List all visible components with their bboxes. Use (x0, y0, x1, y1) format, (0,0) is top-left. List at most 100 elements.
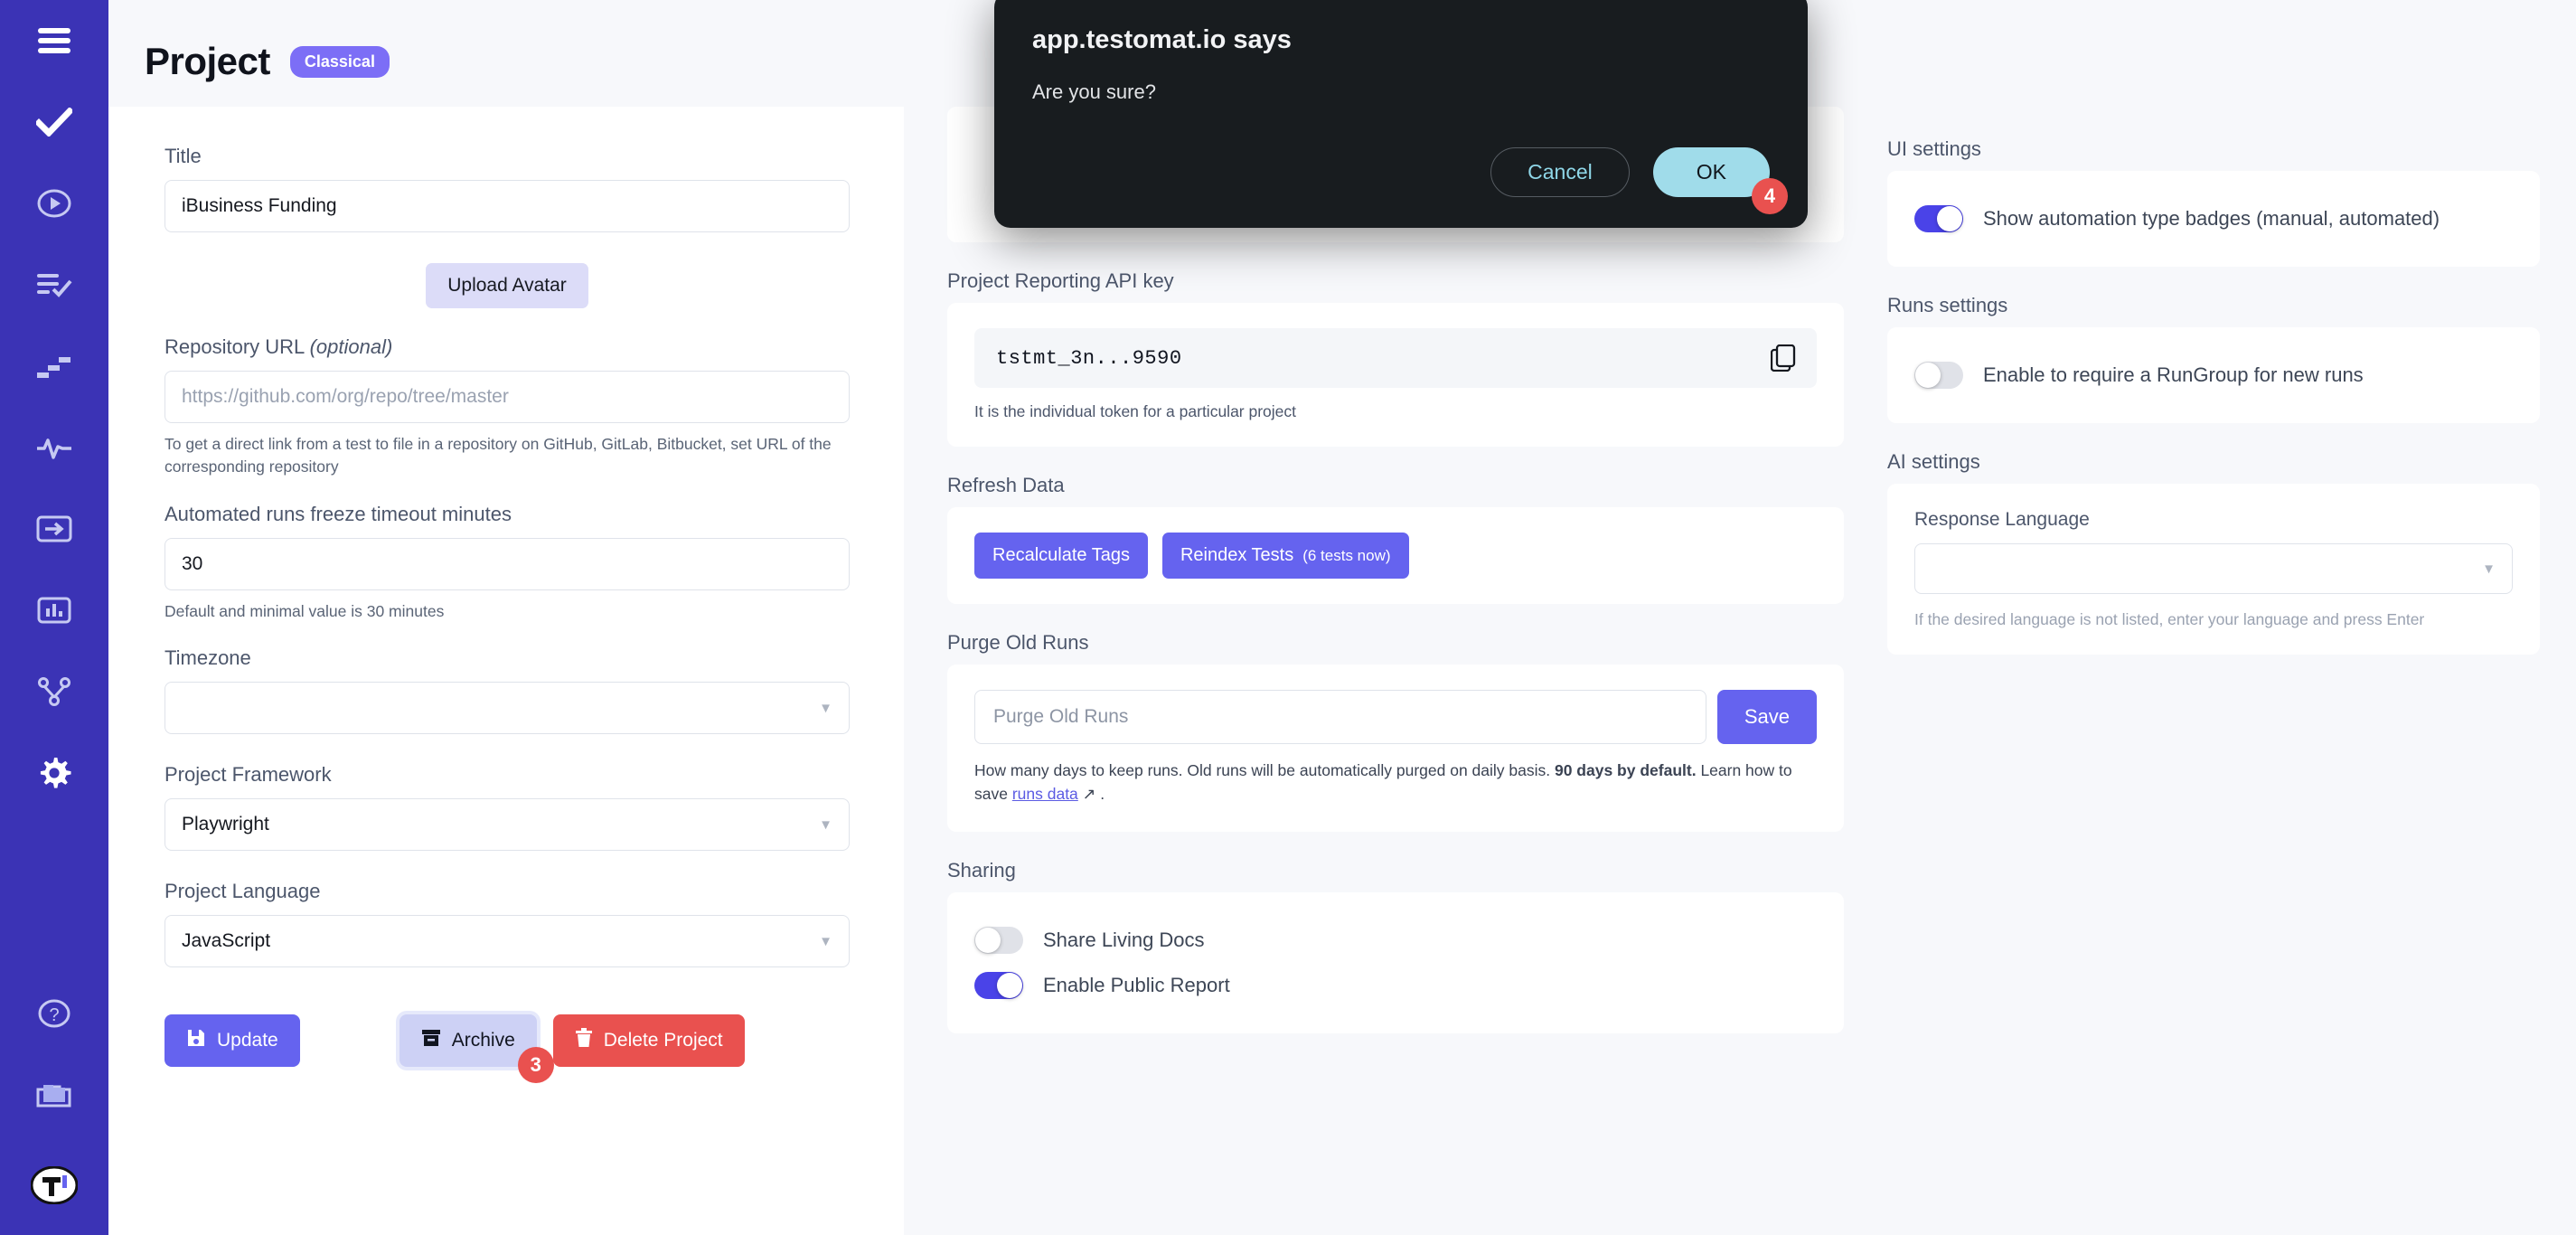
language-select[interactable]: JavaScript ▼ (165, 915, 850, 968)
delete-project-button[interactable]: Delete Project (552, 1014, 745, 1068)
recalculate-tags-button[interactable]: Recalculate Tags (974, 533, 1148, 579)
freeze-hint: Default and minimal value is 30 minutes (165, 601, 445, 620)
logo-icon[interactable] (0, 1136, 108, 1235)
share-living-docs-row: Share Living Docs (974, 918, 1817, 963)
reindex-tests-label: Reindex Tests (1180, 545, 1294, 565)
ai-language-hint: If the desired language is not listed, e… (1914, 610, 2425, 628)
dialog-ok-button[interactable]: OK 4 (1652, 147, 1788, 214)
check-icon[interactable] (0, 81, 108, 163)
refresh-data-card: Recalculate Tags Reindex Tests (6 tests … (947, 507, 1844, 604)
dialog-cancel-button[interactable]: Cancel (1490, 147, 1630, 197)
copy-icon[interactable] (1750, 328, 1817, 388)
purge-hint-b: 90 days by default. (1554, 761, 1697, 779)
refresh-section-label: Refresh Data (947, 474, 1065, 496)
pulse-icon[interactable] (0, 407, 108, 488)
freeze-label: Automated runs freeze timeout minutes (165, 502, 512, 525)
timezone-field-group: Timezone ▼ (165, 646, 850, 758)
delete-label: Delete Project (603, 1030, 723, 1051)
branch-icon[interactable] (0, 651, 108, 732)
runs-settings-label: Runs settings (1887, 294, 2008, 316)
dialog-message: Are you sure? (1032, 80, 1156, 103)
toggle-knob (997, 972, 1022, 998)
gear-icon[interactable] (0, 732, 108, 814)
main-content: Project Classical Title iBusiness Fundin… (108, 0, 2576, 1235)
title-field-group: Title iBusiness Funding (165, 145, 850, 232)
automation-badges-toggle[interactable] (1914, 205, 1963, 232)
chevron-down-icon: ▼ (819, 933, 832, 949)
hamburger-menu-icon[interactable] (0, 0, 108, 81)
reindex-tests-count: (6 tests now) (1302, 547, 1391, 564)
response-language-label: Response Language (1914, 509, 2090, 530)
project-details-card: Title iBusiness Funding Upload Avatar Re… (108, 107, 904, 1235)
enable-public-report-label: Enable Public Report (1043, 973, 1230, 996)
runs-data-link[interactable]: runs data (1011, 785, 1078, 804)
ui-settings-column: UI settings Show automation type badges … (1844, 107, 2576, 655)
settings-columns: Title iBusiness Funding Upload Avatar Re… (108, 107, 2576, 1235)
api-key-card: tstmt_3n...9590 It is the individual tok… (947, 303, 1844, 447)
purge-old-runs-card: Purge Old Runs Save How many days to kee… (947, 665, 1844, 832)
timezone-select[interactable]: ▼ (165, 682, 850, 735)
stairs-icon[interactable] (0, 325, 108, 407)
require-rungroup-label: Enable to require a RunGroup for new run… (1983, 363, 2364, 386)
external-link-icon: ↗ (1077, 785, 1101, 804)
automation-badges-label: Show automation type badges (manual, aut… (1983, 207, 2440, 230)
purge-save-button[interactable]: Save (1716, 690, 1817, 744)
automation-badges-row: Show automation type badges (manual, aut… (1914, 196, 2513, 241)
response-language-select[interactable]: ▼ (1914, 543, 2513, 594)
archive-button[interactable]: Archive 3 (399, 1014, 554, 1084)
reindex-tests-button[interactable]: Reindex Tests (6 tests now) (1161, 533, 1409, 579)
archive-box-icon (421, 1028, 441, 1053)
play-circle-icon[interactable] (0, 163, 108, 244)
archive-label: Archive (451, 1030, 515, 1051)
update-button[interactable]: Update (165, 1014, 300, 1068)
framework-value: Playwright (182, 814, 269, 835)
purge-hint-a: How many days to keep runs. Old runs wil… (974, 761, 1555, 779)
purge-section-label: Purge Old Runs (947, 631, 1089, 654)
chevron-down-icon: ▼ (819, 816, 832, 833)
share-living-docs-toggle[interactable] (974, 926, 1023, 954)
dialog-ok-step-badge: 4 (1752, 178, 1788, 214)
purge-row: Purge Old Runs Save (974, 690, 1817, 744)
dialog-title: app.testomat.io says (1032, 25, 1292, 54)
repo-hint: To get a direct link from a test to file… (165, 435, 832, 476)
confirm-dialog: app.testomat.io says Are you sure? Cance… (994, 0, 1808, 228)
purge-days-input[interactable]: Purge Old Runs (974, 690, 1706, 744)
recalculate-tags-label: Recalculate Tags (992, 545, 1130, 565)
freeze-timeout-input[interactable]: 30 (165, 537, 850, 590)
ai-settings-card: Response Language ▼ If the desired langu… (1887, 484, 2540, 655)
refresh-buttons-row: Recalculate Tags Reindex Tests (6 tests … (974, 533, 1817, 579)
upload-avatar-row: Upload Avatar (165, 263, 850, 308)
toggle-knob (975, 927, 1001, 953)
help-circle-icon[interactable]: ? (0, 973, 108, 1054)
chevron-down-icon: ▼ (2482, 561, 2496, 577)
language-value: JavaScript (182, 930, 271, 952)
enable-public-report-row: Enable Public Report (974, 963, 1817, 1008)
page-title: Project (145, 40, 270, 82)
project-config-column: Project Reporting API key tstmt_3n...959… (904, 107, 1844, 1033)
list-check-icon[interactable] (0, 244, 108, 325)
api-key-hint: It is the individual token for a particu… (974, 402, 1297, 420)
ui-settings-label: UI settings (1887, 137, 1981, 160)
api-key-value: tstmt_3n...9590 (996, 346, 1182, 370)
sharing-card: Share Living Docs Enable Public Report (947, 891, 1844, 1033)
title-input[interactable]: iBusiness Funding (165, 180, 850, 232)
sharing-section-label: Sharing (947, 858, 1016, 881)
title-label: Title (165, 145, 202, 167)
chart-box-icon[interactable] (0, 570, 108, 651)
enable-public-report-toggle[interactable] (974, 971, 1023, 999)
framework-label: Project Framework (165, 763, 332, 787)
dialog-ok-label: OK (1696, 160, 1726, 184)
trash-icon (575, 1028, 593, 1053)
folder-icon[interactable] (0, 1054, 108, 1136)
require-rungroup-toggle[interactable] (1914, 362, 1963, 389)
svg-text:?: ? (49, 1005, 59, 1025)
import-icon[interactable] (0, 488, 108, 570)
framework-select[interactable]: Playwright ▼ (165, 798, 850, 852)
repo-field-group: Repository URL (optional) https://github… (165, 335, 850, 479)
save-disk-icon (186, 1028, 206, 1053)
upload-avatar-button[interactable]: Upload Avatar (426, 263, 588, 308)
repo-label-text: Repository URL (165, 335, 310, 358)
freeze-field-group: Automated runs freeze timeout minutes 30… (165, 503, 850, 623)
repo-label: Repository URL (optional) (165, 335, 850, 359)
repo-url-input[interactable]: https://github.com/org/repo/tree/master (165, 371, 850, 423)
